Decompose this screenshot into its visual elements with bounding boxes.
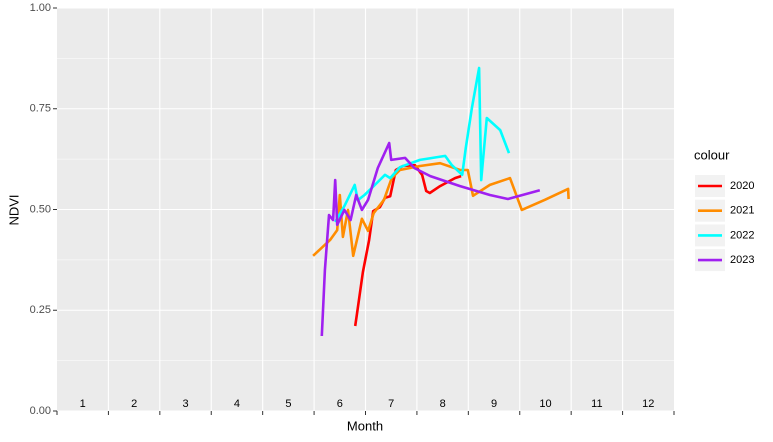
month-label: 3 (182, 398, 188, 410)
y-tick-label: 0.75 (30, 103, 51, 115)
month-label: 7 (388, 398, 394, 410)
month-label: 1 (80, 398, 86, 410)
month-label: 2 (131, 398, 137, 410)
month-label: 4 (234, 398, 240, 410)
legend-label: 2023 (730, 254, 754, 266)
month-label: 9 (491, 398, 497, 410)
month-label: 10 (539, 398, 551, 410)
y-tick-label: 0.00 (30, 405, 51, 417)
month-label: 5 (285, 398, 291, 410)
y-tick-label: 0.50 (30, 203, 51, 215)
month-label: 11 (591, 398, 602, 410)
legend-label: 2022 (730, 229, 754, 241)
y-tick-label: 1.00 (30, 2, 51, 14)
x-axis-title: Month (347, 418, 383, 433)
month-label: 8 (440, 398, 446, 410)
series-line (312, 161, 570, 258)
series-line (320, 141, 541, 337)
legend-label: 2021 (730, 205, 754, 217)
legend-label: 2020 (730, 180, 754, 192)
y-axis-title: NDVI (6, 194, 21, 225)
y-tick-label: 0.25 (30, 304, 51, 316)
month-label: 12 (642, 398, 654, 410)
month-label: 6 (337, 398, 343, 410)
legend-title: colour (694, 147, 730, 162)
